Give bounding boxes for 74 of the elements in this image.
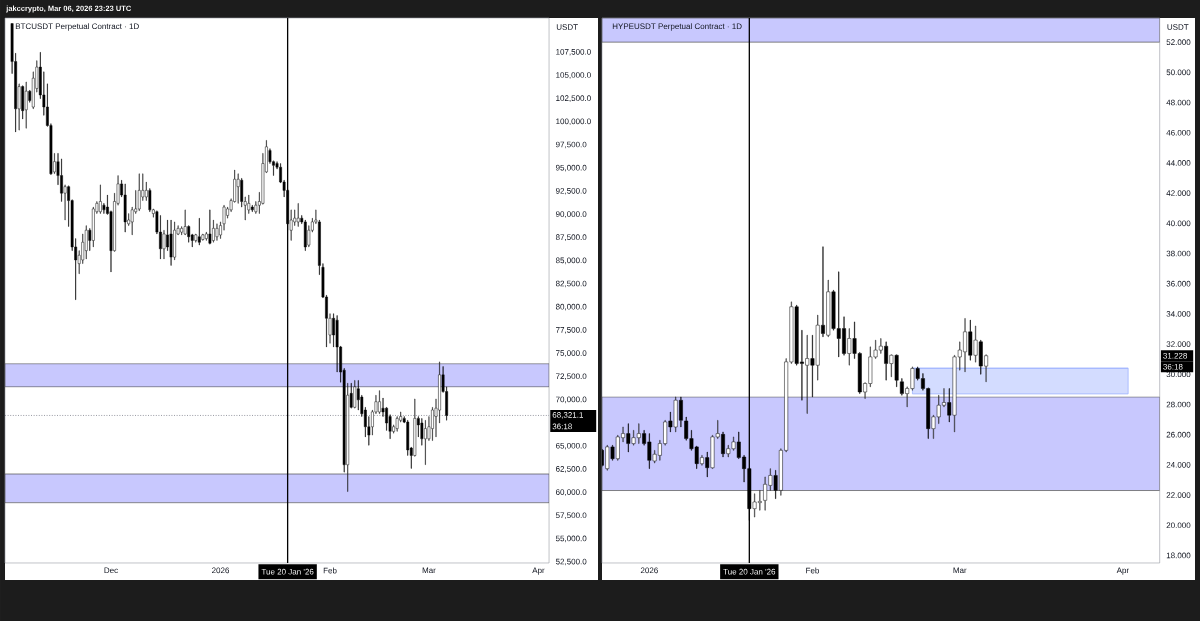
y-axis-title: USDT bbox=[556, 24, 578, 30]
candlestick bbox=[123, 183, 127, 233]
text: 68,321.1 bbox=[552, 412, 584, 419]
y-tick-label: 48.000 bbox=[1166, 99, 1191, 106]
text: 36:18 bbox=[552, 423, 572, 430]
x-tick-label: Feb bbox=[806, 567, 820, 574]
candlestick bbox=[137, 173, 141, 212]
y-axis-title: USDT bbox=[1167, 24, 1189, 30]
text: 31.228 bbox=[1163, 352, 1188, 359]
x-tick-label: Feb bbox=[323, 567, 337, 574]
y-tick-label: 40.000 bbox=[1166, 220, 1191, 227]
y-tick-label: 80,000.0 bbox=[555, 303, 587, 311]
y-tick-label: 30.000 bbox=[1166, 371, 1191, 378]
y-tick-label: 97,500.0 bbox=[555, 141, 587, 149]
x-tick-label: 2026 bbox=[212, 567, 230, 574]
text: HYPEUSDT Perpetual Contract · 1D bbox=[612, 23, 742, 31]
ref-line-label: Tue 20 Jan '26 bbox=[261, 568, 314, 575]
text: 36:18 bbox=[1163, 363, 1183, 370]
y-tick-label: 28.000 bbox=[1166, 401, 1191, 408]
y-tick-label: 57,500.0 bbox=[555, 512, 587, 520]
y-tick-label: 90,000.0 bbox=[555, 211, 587, 218]
text: BTCUSDT Perpetual Contract · 1D bbox=[15, 23, 139, 31]
y-tick-label: 46.000 bbox=[1166, 129, 1191, 136]
y-tick-label: 36.000 bbox=[1166, 280, 1191, 287]
x-tick-label: Apr bbox=[532, 567, 545, 575]
candlestick bbox=[24, 81, 28, 129]
y-tick-label: 82,500.0 bbox=[555, 280, 587, 288]
y-tick-label: 32.000 bbox=[1166, 341, 1191, 347]
candlestick bbox=[215, 223, 219, 241]
candlestick bbox=[208, 209, 212, 245]
candlestick bbox=[197, 217, 201, 246]
y-tick-label: 50.000 bbox=[1166, 69, 1191, 76]
y-tick-label: 70,000.0 bbox=[556, 396, 587, 404]
y-tick-label: 95,000.0 bbox=[555, 164, 587, 172]
y-tick-label: 44.000 bbox=[1166, 160, 1191, 166]
y-tick-label: 92,500.0 bbox=[555, 188, 587, 195]
y-tick-label: 24.000 bbox=[1166, 462, 1191, 468]
candlestick bbox=[303, 219, 307, 251]
y-tick-label: 34.000 bbox=[1166, 311, 1191, 317]
y-tick-label: 102,500.0 bbox=[556, 95, 591, 102]
y-tick-label: 77,500.0 bbox=[556, 327, 587, 334]
y-tick-label: 72,500.0 bbox=[556, 373, 587, 380]
y-tick-label: 65,000.0 bbox=[556, 442, 587, 450]
y-tick-label: 22.000 bbox=[1166, 492, 1191, 498]
y-tick-label: 42.000 bbox=[1166, 190, 1191, 196]
candlestick bbox=[424, 420, 427, 465]
candlestick bbox=[353, 380, 357, 409]
y-tick-label: 105,000.0 bbox=[556, 72, 591, 79]
y-tick-label: 100,000.0 bbox=[556, 118, 591, 126]
y-tick-label: 87,500.0 bbox=[555, 234, 587, 241]
x-tick-label: Dec bbox=[104, 567, 118, 574]
y-tick-label: 18.000 bbox=[1166, 552, 1191, 559]
candlestick bbox=[99, 184, 102, 214]
candlestick bbox=[378, 390, 381, 415]
candlestick bbox=[296, 203, 300, 227]
y-tick-label: 62,500.0 bbox=[556, 466, 587, 473]
y-tick-label: 75,000.0 bbox=[556, 350, 587, 357]
candlestick bbox=[236, 173, 240, 204]
y-tick-label: 85,000.0 bbox=[555, 257, 587, 265]
y-tick-label: 107,500.0 bbox=[556, 48, 591, 56]
y-tick-label: 52.000 bbox=[1166, 39, 1191, 45]
ref-line-label: Tue 20 Jan '26 bbox=[723, 568, 776, 575]
x-tick-label: 2026 bbox=[640, 567, 658, 574]
y-tick-label: 52,500.0 bbox=[555, 558, 587, 566]
candlestick bbox=[84, 225, 88, 260]
y-tick-label: 38.000 bbox=[1166, 250, 1191, 257]
x-tick-label: Mar bbox=[953, 567, 967, 574]
y-tick-label: 55,000.0 bbox=[555, 535, 587, 543]
y-tick-label: 20.000 bbox=[1166, 522, 1191, 529]
candlestick bbox=[169, 219, 173, 266]
y-tick-label: 26.000 bbox=[1166, 431, 1191, 438]
x-tick-label: Mar bbox=[422, 567, 436, 574]
y-tick-label: 60,000.0 bbox=[556, 489, 587, 496]
x-tick-label: Apr bbox=[1116, 567, 1129, 575]
